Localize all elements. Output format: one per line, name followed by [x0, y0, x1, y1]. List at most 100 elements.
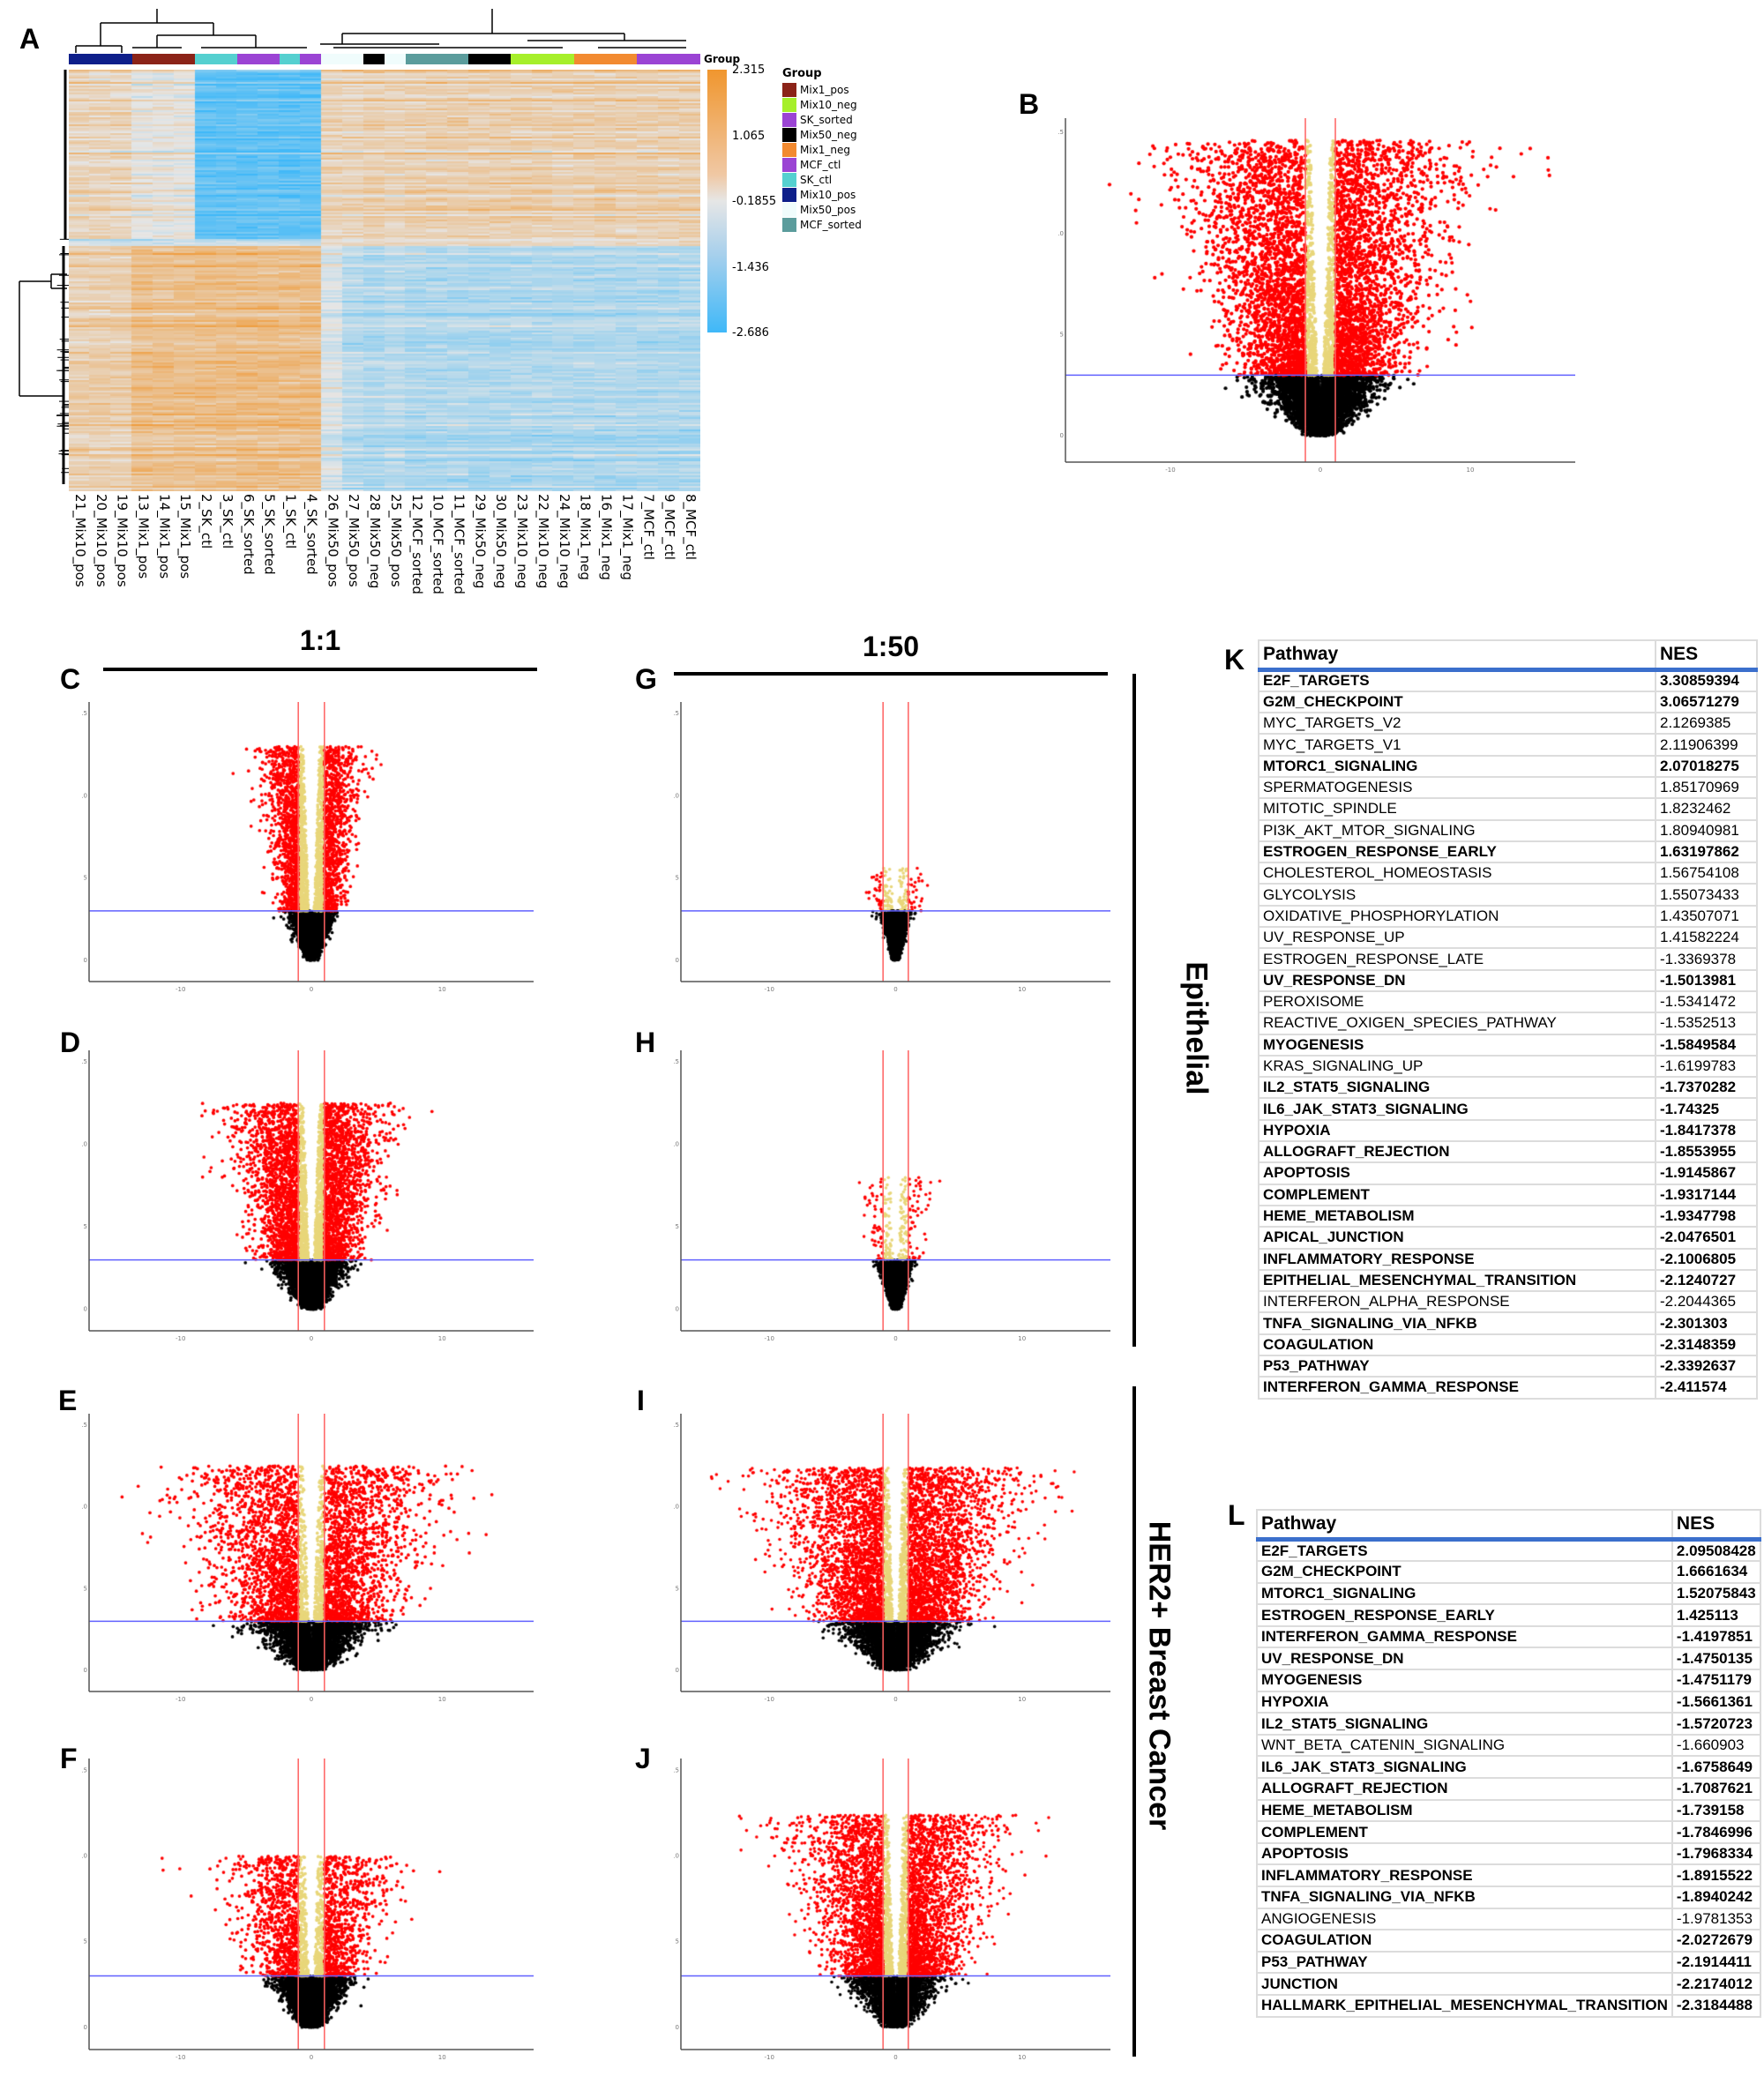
legend-item: Mix50_pos — [782, 202, 862, 217]
column-label: 5_SK_sorted — [261, 494, 278, 575]
legend-item: Mix10_pos — [782, 187, 862, 202]
pathway-cell: IL6_JAK_STAT3_SIGNALING — [1256, 1755, 1673, 1780]
nes-table-l: Pathway NES E2F_TARGETS 2.09508428 G2M_CHECK… — [1256, 1509, 1761, 2018]
pathway-cell: MTORC1_SIGNALING — [1256, 1581, 1673, 1606]
table-row: INFLAMMATORY_RESPONSE -2.1006805 — [1258, 1247, 1758, 1271]
row-header-epithelial: Epithelial — [1179, 961, 1214, 1095]
nes-cell: -1.5720723 — [1671, 1712, 1761, 1736]
column-label: 10_MCF_sorted — [430, 494, 446, 594]
nes-cell: 1.85170969 — [1655, 775, 1758, 800]
x-tick-label: 10 — [438, 2054, 446, 2061]
group-swatch — [637, 54, 659, 64]
column-label: 4_SK_sorted — [303, 494, 320, 575]
volcano-axes: -10 0 10 0 5 10 15 — [82, 1759, 534, 2061]
table-row: MYOGENESIS -1.4751179 — [1256, 1669, 1761, 1692]
pathway-cell: PEROXISOME — [1258, 989, 1656, 1014]
pathway-cell: UV_RESPONSE_DN — [1258, 968, 1656, 992]
legend-swatch — [782, 127, 796, 142]
pathway-cell: COAGULATION — [1258, 1333, 1656, 1357]
legend-item: MCF_sorted — [782, 217, 862, 232]
pathway-cell: ALLOGRAFT_REJECTION — [1256, 1777, 1673, 1801]
table-row: MITOTIC_SPINDLE 1.8232462 — [1258, 797, 1758, 821]
group-swatch — [426, 54, 448, 64]
column-label: 9_MCF_ctl — [662, 494, 678, 560]
volcano-axes: -10 0 10 0 5 10 15 — [674, 1050, 1110, 1342]
table-row: PEROXISOME -1.5341472 — [1258, 989, 1758, 1014]
scale-tick-label: 1.065 — [732, 129, 766, 143]
column-header-1-50: 1:50 — [862, 631, 920, 662]
column-label: 21_Mix10_pos — [71, 494, 88, 587]
x-tick-label: 10 — [1018, 986, 1026, 993]
nes-cell: 1.43507071 — [1655, 904, 1758, 929]
scale-tick-label: -1.436 — [732, 260, 769, 274]
legend-swatch — [782, 202, 796, 217]
table-row: ESTROGEN_RESPONSE_EARLY 1.425113 — [1256, 1603, 1761, 1627]
pathway-cell: APICAL_JUNCTION — [1258, 1226, 1656, 1250]
table-row: COAGULATION -2.3148359 — [1258, 1333, 1758, 1357]
group-annotation-label: Group — [704, 53, 741, 65]
x-tick-label: 10 — [1018, 1696, 1026, 1703]
divider — [674, 672, 1108, 676]
y-tick-label: 0 — [84, 2024, 87, 2031]
volcano-points — [82, 1408, 537, 1707]
table-row: MYOGENESIS -1.5849584 — [1258, 1033, 1758, 1057]
nes-cell: -1.7087621 — [1671, 1777, 1761, 1801]
nes-cell: -1.8417378 — [1655, 1118, 1758, 1143]
legend-title: Group — [782, 67, 822, 80]
volcano-plot-j: -10 0 10 0 5 10 15 — [674, 1753, 1114, 2065]
x-tick-label: -10 — [765, 2054, 774, 2061]
legend-item: Mix1_neg — [782, 142, 862, 157]
column-label: 30_Mix50_neg — [493, 494, 510, 589]
legend-label: SK_ctl — [800, 173, 833, 186]
group-swatch — [511, 54, 532, 64]
group-swatch — [678, 54, 700, 64]
column-label: 11_MCF_sorted — [451, 494, 467, 594]
pathway-cell: HEME_METABOLISM — [1256, 1798, 1673, 1823]
legend-item: MCF_ctl — [782, 157, 862, 172]
scale-tick-label: -0.1855 — [732, 195, 777, 208]
table-row: INTERFERON_ALPHA_RESPONSE -2.2044365 — [1258, 1290, 1758, 1314]
y-tick-label: 10 — [674, 1853, 679, 1860]
volcano-axes: -10 0 10 0 5 10 15 — [1058, 118, 1575, 474]
group-swatch — [236, 54, 258, 64]
divider — [1132, 1386, 1136, 2057]
pathway-cell: TNFA_SIGNALING_VIA_NFKB — [1258, 1311, 1656, 1335]
legend-label: MCF_sorted — [800, 218, 862, 231]
y-tick-label: 10 — [82, 1853, 87, 1860]
y-tick-label: 5 — [84, 1223, 87, 1230]
pathway-cell: COMPLEMENT — [1258, 1183, 1656, 1206]
x-tick-label: 0 — [310, 1335, 313, 1342]
table-row: UV_RESPONSE_UP 1.41582224 — [1258, 926, 1758, 950]
y-tick-label: 15 — [82, 710, 87, 717]
pathway-cell: IL2_STAT5_SIGNALING — [1258, 1076, 1656, 1100]
table-header-row: Pathway NES — [1256, 1509, 1761, 1542]
nes-cell: 1.55073433 — [1655, 883, 1758, 907]
group-swatch — [216, 54, 237, 64]
legend-swatch — [782, 82, 796, 97]
table-row: COMPLEMENT -1.7846996 — [1256, 1820, 1761, 1844]
legend-label: SK_sorted — [800, 113, 853, 126]
table-row: ALLOGRAFT_REJECTION -1.7087621 — [1256, 1777, 1761, 1801]
x-tick-label: 10 — [1467, 467, 1475, 474]
table-row: REACTIVE_OXIGEN_SPECIES_PATHWAY -1.535251… — [1258, 1012, 1758, 1035]
nes-cell: 1.6661634 — [1671, 1560, 1761, 1584]
pathway-cell: INTERFERON_ALPHA_RESPONSE — [1258, 1290, 1656, 1314]
nes-cell: -1.5849584 — [1655, 1033, 1758, 1057]
y-tick-label: 10 — [674, 1504, 679, 1511]
group-swatch — [384, 54, 406, 64]
group-swatch — [69, 54, 90, 64]
nes-cell: -2.2044365 — [1655, 1290, 1758, 1314]
nes-cell: -1.9781353 — [1671, 1907, 1761, 1931]
group-legend: Group Mix1_pos Mix10_neg SK_sorted Mix50_ne… — [782, 67, 862, 232]
column-label: 23_Mix10_neg — [514, 494, 531, 589]
group-swatch — [658, 54, 679, 64]
pathway-cell: ALLOGRAFT_REJECTION — [1258, 1140, 1656, 1164]
table-row: CHOLESTEROL_HOMEOSTASIS 1.56754108 — [1258, 862, 1758, 885]
nes-cell: -1.9317144 — [1655, 1183, 1758, 1206]
x-tick-label: 0 — [1319, 467, 1322, 474]
group-swatch — [195, 54, 217, 64]
nes-cell: -1.3369378 — [1655, 947, 1758, 971]
pathway-cell: G2M_CHECKPOINT — [1258, 690, 1656, 714]
table-row: APOPTOSIS -1.9145867 — [1258, 1161, 1758, 1185]
y-tick-label: 0 — [84, 1667, 87, 1674]
